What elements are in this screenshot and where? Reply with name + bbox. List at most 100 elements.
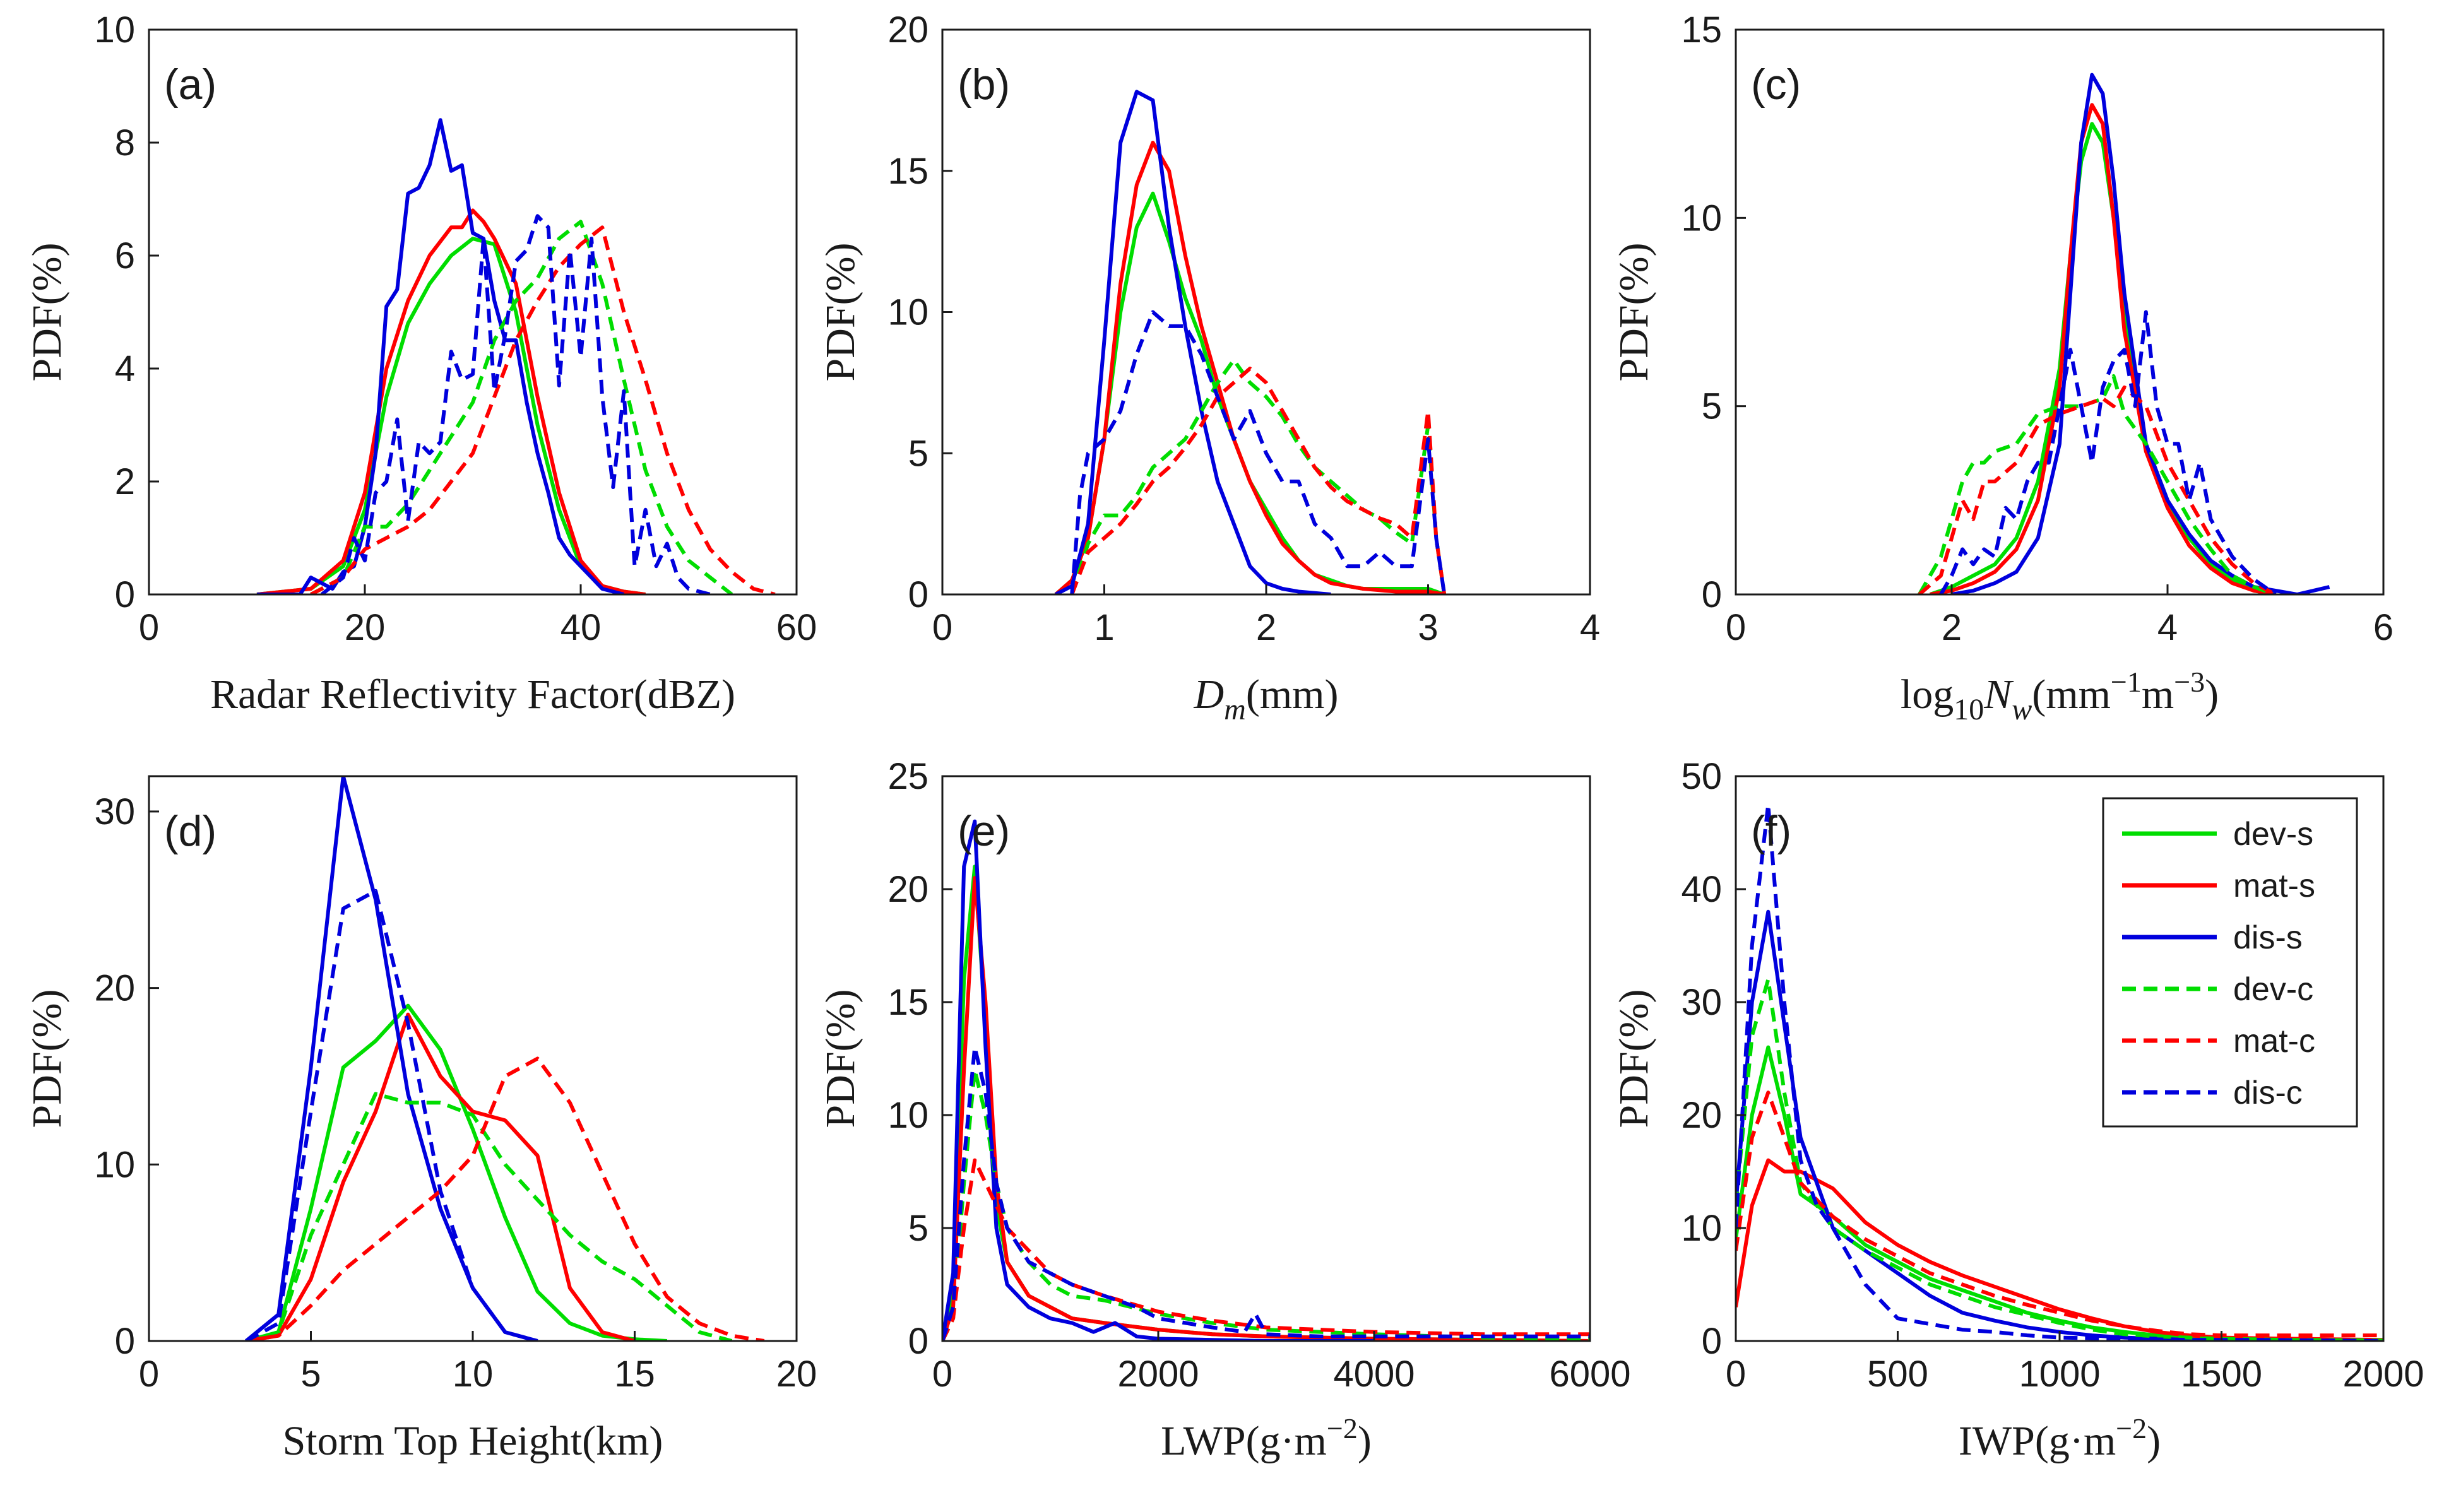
series-line-mat-s (942, 876, 1590, 1341)
x-tick-label: 0 (1726, 607, 1746, 648)
axes-box (148, 775, 798, 1342)
x-tick-label: 1000 (2019, 1354, 2100, 1395)
x-label-sub: w (2012, 693, 2032, 726)
x-label-sub: 10 (1954, 693, 1984, 726)
x-tick-label: 2000 (2342, 1354, 2424, 1395)
chart-panel-1: 0 20 40 60 0 2 4 6 8 10 PDF(%) (a) Radar Reflectivit… (24, 9, 817, 718)
series-line-dev-c (310, 220, 733, 594)
x-tick-label: 4000 (1333, 1354, 1415, 1395)
y-tick-label: 15 (1681, 9, 1722, 50)
x-tick-label: 0 (932, 607, 952, 648)
y-tick-label: 30 (1681, 982, 1722, 1023)
series-line-dev-c (942, 1068, 1590, 1341)
series-line-dev-c (1736, 977, 2383, 1341)
panel-label: (b) (958, 61, 1010, 109)
series-line-dev-c (1918, 374, 2276, 594)
x-tick-label: 6000 (1549, 1354, 1630, 1395)
x-label-part: (mm) (1246, 671, 1339, 718)
legend: dev-s mat-s dis-s dev-c mat-c dis-c (2102, 797, 2358, 1128)
x-label-sub: m (1224, 693, 1246, 726)
x-label-part: ) (1358, 1418, 1372, 1464)
x-tick-label: 4 (1580, 607, 1600, 648)
x-tick-label: 1500 (2181, 1354, 2262, 1395)
x-tick-label: 20 (776, 1354, 817, 1395)
x-tick-label: 3 (1418, 607, 1438, 648)
x-label-sup: −3 (2174, 666, 2205, 698)
x-label-sup: −2 (2116, 1412, 2147, 1444)
x-tick-label: 2000 (1117, 1354, 1199, 1395)
series-line-dev-s (942, 865, 1590, 1341)
y-tick-label: 10 (887, 1095, 928, 1136)
y-tick-label: 5 (908, 1208, 928, 1249)
x-axis-label: Dm(mm) (1194, 671, 1339, 726)
x-label-sup: −2 (1327, 1412, 1358, 1444)
x-axis-label: Storm Top Height(km) (283, 1418, 663, 1464)
x-tick-label: 2 (1256, 607, 1276, 648)
y-tick-label: 20 (94, 968, 135, 1009)
chart-panel-6: 0 500 1000 1500 2000 0 10 20 30 40 50 PDF(%) (f) IWP(… (1611, 756, 2424, 1464)
x-label-part: ) (2205, 671, 2219, 718)
panel-label: (e) (958, 807, 1010, 855)
x-tick-label: 5 (300, 1354, 321, 1395)
x-label-part: log (1901, 671, 1954, 718)
series-line-dis-c (245, 889, 538, 1341)
y-tick-label: 10 (94, 1144, 135, 1185)
x-tick-label: 60 (776, 607, 817, 648)
x-tick-label: 20 (345, 607, 386, 648)
y-tick-label: 5 (908, 433, 928, 474)
y-tick-label: 0 (908, 1321, 928, 1362)
panel-label: (a) (164, 61, 217, 109)
x-label-part: D (1194, 671, 1225, 718)
x-label-part: N (1983, 671, 2014, 718)
series-line-mat-s (1736, 1158, 2383, 1341)
series-line-dis-c (1939, 310, 2277, 594)
x-tick-label: 1 (1094, 607, 1114, 648)
x-label-sup: −1 (2111, 666, 2142, 698)
series-line-dev-s (246, 1003, 667, 1341)
y-tick-label: 20 (887, 9, 928, 50)
y-tick-label: 5 (1702, 386, 1722, 427)
series-line-dev-c (246, 1092, 733, 1341)
x-label-part: IWP(g·m (1959, 1418, 2116, 1464)
y-axis-label: PDF(%) (817, 989, 863, 1128)
y-tick-label: 8 (115, 122, 135, 163)
y-axis-label: PDF(%) (24, 242, 70, 381)
x-tick-label: 10 (453, 1354, 494, 1395)
series-line-dev-s (256, 237, 646, 594)
y-tick-label: 0 (1702, 1321, 1722, 1362)
x-tick-label: 2 (1942, 607, 1962, 648)
x-tick-label: 40 (561, 607, 602, 648)
y-tick-label: 0 (908, 574, 928, 615)
series-line-dis-c (942, 1045, 1590, 1341)
y-tick-label: 25 (887, 756, 928, 797)
series-line-dis-s (942, 819, 1374, 1341)
x-axis-label: IWP(g·m−2) (1959, 1412, 2161, 1464)
legend-label: dev-s (2233, 816, 2313, 853)
y-tick-label: 10 (1681, 198, 1722, 239)
y-tick-label: 40 (1681, 869, 1722, 910)
x-label-part: LWP(g·m (1161, 1418, 1327, 1464)
series-line-dev-c (1070, 358, 1447, 594)
x-axis-label: Radar Reflectivity Factor(dBZ) (210, 671, 735, 718)
legend-label: mat-s (2233, 868, 2315, 904)
series-line-dis-c (320, 214, 711, 594)
x-tick-label: 4 (2157, 607, 2178, 648)
panel-label: (d) (164, 807, 217, 855)
x-tick-label: 0 (139, 1354, 159, 1395)
y-tick-label: 50 (1681, 756, 1722, 797)
y-tick-label: 10 (94, 9, 135, 50)
y-axis-label: PDF(%) (1611, 242, 1657, 381)
axes-box (941, 775, 1591, 1342)
x-tick-label: 0 (1726, 1354, 1746, 1395)
y-tick-label: 15 (887, 151, 928, 192)
y-tick-label: 0 (115, 1321, 135, 1362)
legend-label: dis-s (2233, 919, 2303, 956)
panel-label: (f) (1751, 807, 1791, 855)
y-tick-label: 10 (887, 292, 928, 333)
series-line-mat-c (310, 225, 776, 594)
y-tick-label: 20 (887, 869, 928, 910)
x-label-part: (mm (2032, 671, 2111, 718)
y-axis-label: PDF(%) (24, 989, 70, 1128)
series-line-mat-c (246, 1056, 765, 1341)
